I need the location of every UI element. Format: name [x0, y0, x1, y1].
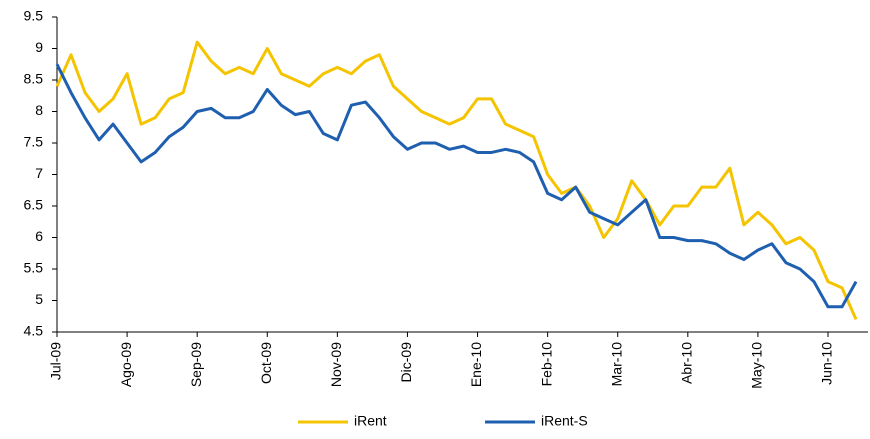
x-tick-label: Feb-10: [538, 342, 554, 387]
legend-label: iRent: [354, 413, 387, 429]
y-tick-label: 8.5: [24, 71, 44, 87]
line-series: [55, 40, 858, 321]
x-tick-label: Jun-10: [819, 342, 835, 385]
y-tick-label: 7.5: [24, 134, 44, 150]
y-tick-label: 7: [35, 165, 43, 181]
x-tick-label: Nov-09: [328, 342, 344, 387]
y-tick-label: 5.5: [24, 260, 44, 276]
line-series: [55, 63, 858, 309]
y-tick-label: 6.5: [24, 197, 44, 213]
y-tick-label: 5: [35, 291, 43, 307]
y-tick-label: 8: [35, 102, 43, 118]
legend-label: iRent-S: [541, 413, 588, 429]
y-tick-label: 9.5: [24, 8, 44, 24]
x-tick-label: Ago-09: [118, 342, 134, 387]
x-tick-label: Ene-10: [468, 342, 484, 387]
x-tick-label: Mar-10: [608, 342, 624, 387]
x-tick-label: Dic-09: [398, 342, 414, 383]
y-tick-label: 4.5: [24, 323, 44, 339]
x-tick-label: Jul-09: [48, 342, 64, 380]
x-tick-label: May-10: [749, 342, 765, 389]
y-tick-label: 6: [35, 228, 43, 244]
x-tick-label: Oct-09: [258, 342, 274, 384]
x-tick-label: Abr-10: [679, 342, 695, 384]
x-tick-label: Sep-09: [188, 342, 204, 387]
y-tick-label: 9: [35, 39, 43, 55]
